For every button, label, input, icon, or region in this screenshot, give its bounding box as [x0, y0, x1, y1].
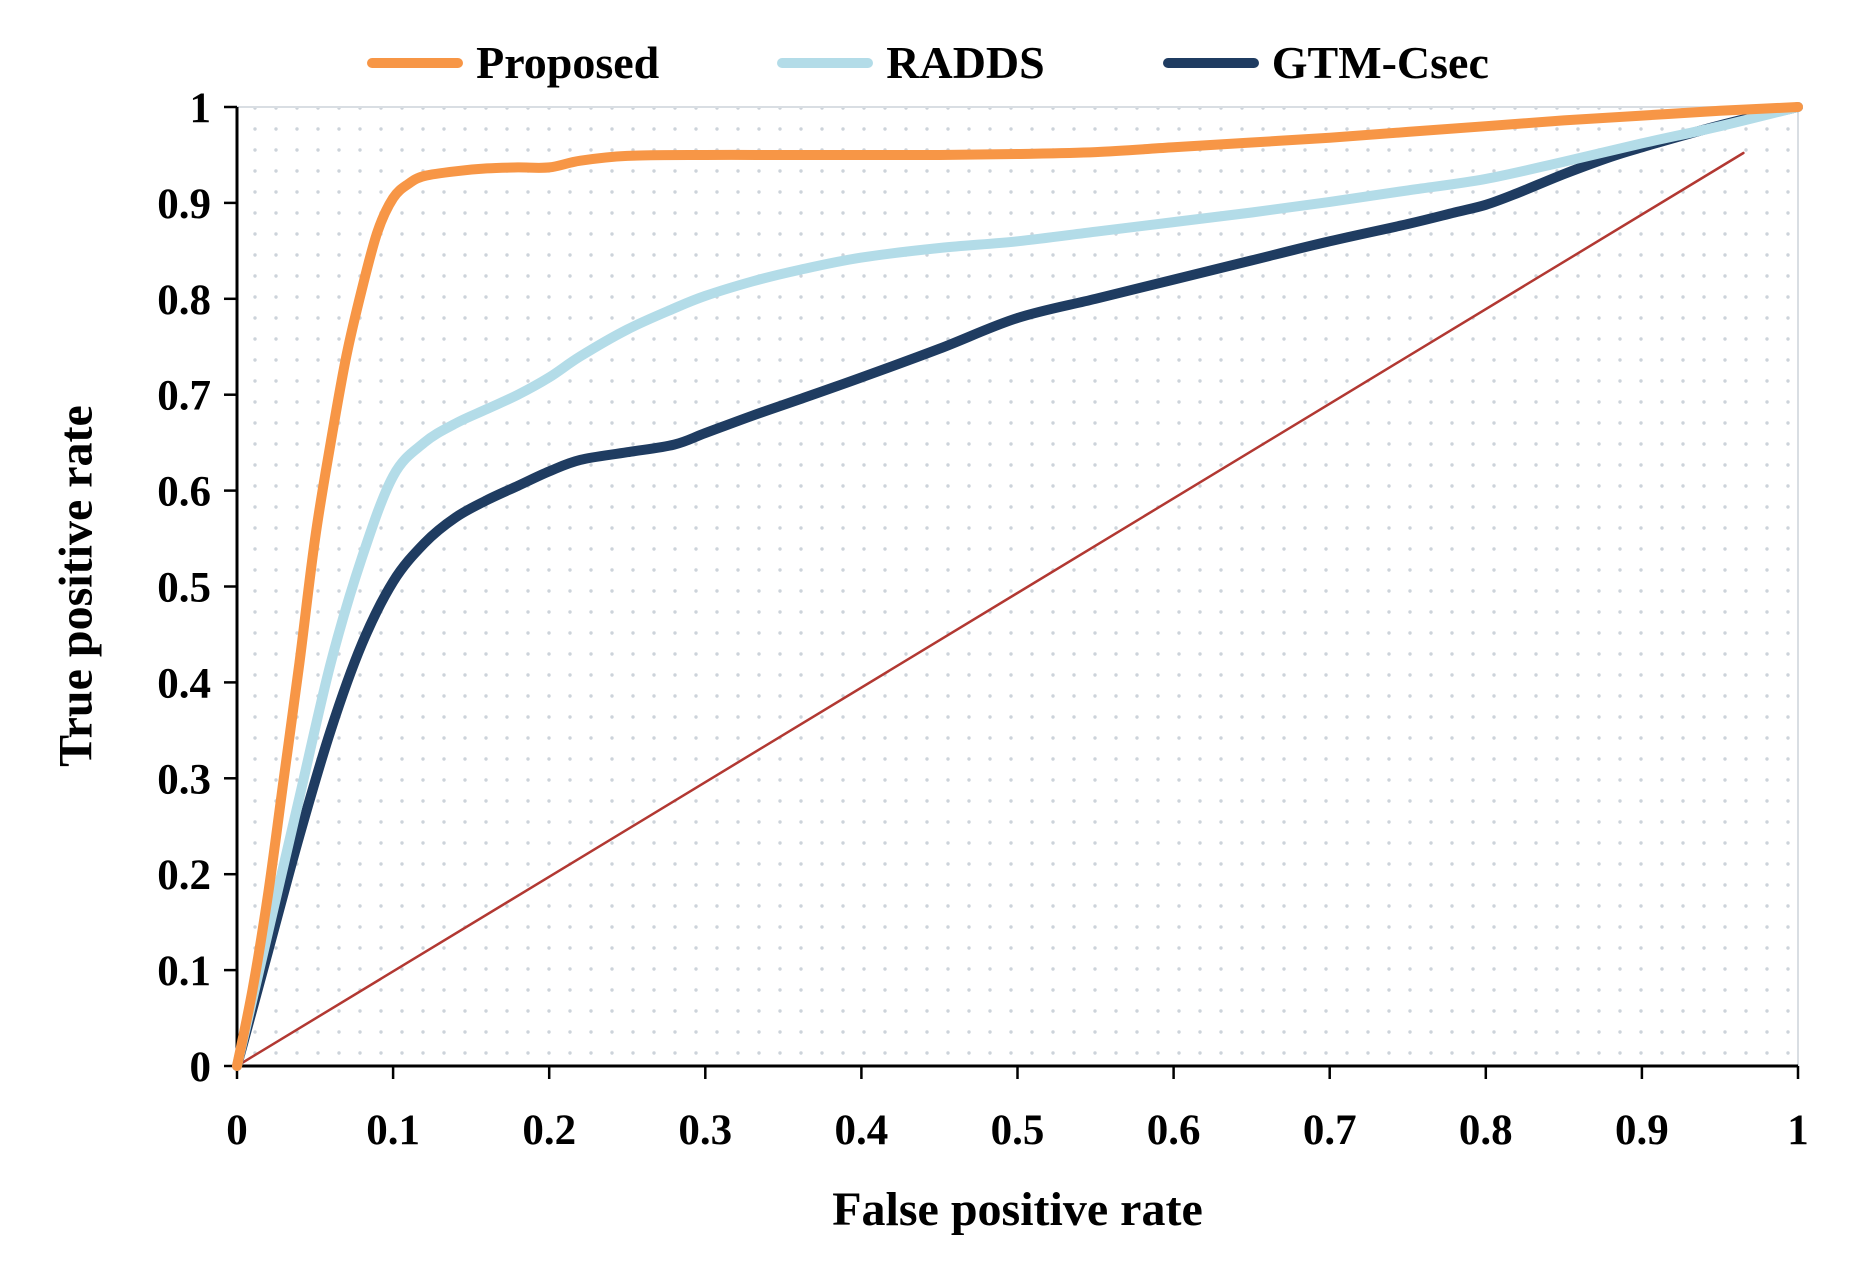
tick-label: 0.6 [157, 469, 211, 516]
series-proposed [232, 102, 1803, 1071]
tick-label: 0.7 [1303, 1107, 1357, 1154]
tick-label: 0 [226, 1107, 248, 1154]
tick-label: 0.2 [157, 852, 211, 899]
legend-swatch-proposed [367, 58, 464, 68]
tick-label: 0.2 [522, 1107, 576, 1154]
legend-item-proposed: Proposed [367, 40, 659, 86]
y-axis-title: True positive rate [49, 405, 103, 767]
tick-label: 0.3 [678, 1107, 732, 1154]
tick-label: 0.1 [157, 948, 211, 995]
tick-label: 0.1 [366, 1107, 420, 1154]
tick-label: 1 [1787, 1107, 1809, 1154]
tick-label: 0 [190, 1044, 212, 1091]
legend-swatch-radds [777, 58, 874, 68]
tick-label: 1 [190, 85, 212, 132]
tick-label: 0.7 [157, 373, 211, 420]
tick-label: 0.9 [157, 181, 211, 228]
tick-label: 0.4 [157, 660, 211, 707]
legend-label-gtm-csec: GTM-Csec [1271, 37, 1489, 88]
tick-label: 0.4 [835, 1107, 889, 1154]
x-axis-title: False positive rate [832, 1183, 1203, 1236]
legend-swatch-gtm-csec [1162, 58, 1259, 68]
series-radds [232, 102, 1803, 1071]
tick-label: 0.6 [1147, 1107, 1201, 1154]
tick-label: 0.8 [1459, 1107, 1513, 1154]
series-chance-diagonal [235, 151, 1745, 1068]
legend-item-gtm-csec: GTM-Csec [1162, 37, 1489, 88]
legend-label-radds: RADDS [886, 37, 1045, 88]
series-gtm-csec [232, 102, 1803, 1071]
legend: Proposed RADDS GTM-Csec [0, 40, 1856, 86]
tick-label: 0.5 [157, 565, 211, 612]
tick-label: 0.9 [1615, 1107, 1669, 1154]
legend-item-radds: RADDS [777, 37, 1045, 88]
legend-label-proposed: Proposed [476, 37, 660, 88]
tick-label: 0.8 [157, 277, 211, 324]
tick-label: 0.3 [157, 756, 211, 803]
tick-label: 0.5 [991, 1107, 1045, 1154]
